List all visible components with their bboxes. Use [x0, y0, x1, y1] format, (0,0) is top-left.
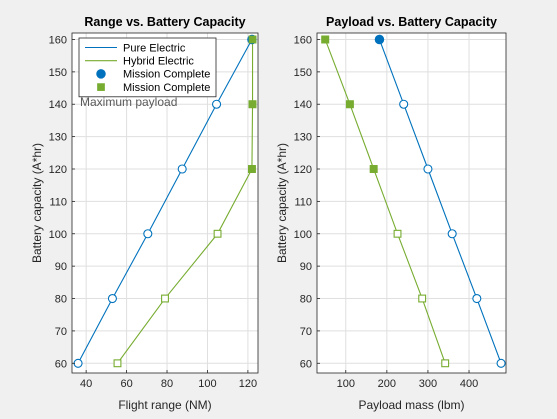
x-tick-label: 400: [460, 378, 478, 390]
range-chart: 40 60 80 100 120 60 70 80 90 100 110 120 130 140 150 16…: [30, 15, 259, 412]
y-tick-label: 80: [55, 294, 67, 306]
y-tick-label: 110: [49, 196, 67, 208]
payload-chart-x-axis-label: Payload mass (lbm): [358, 398, 464, 412]
data-point: [73, 358, 83, 368]
y-tick-label: 70: [300, 326, 312, 338]
y-tick-label: 120: [294, 164, 312, 176]
y-tick-label: 120: [49, 164, 67, 176]
y-tick-label: 90: [55, 261, 67, 273]
data-point: [423, 164, 433, 174]
series-line-1: [324, 39, 446, 364]
y-tick-label: 140: [294, 99, 312, 111]
y-tick-label: 160: [294, 34, 312, 46]
y-tick-label: 70: [55, 326, 67, 338]
range-chart-axes-box: [71, 32, 259, 374]
x-tick-label: 80: [161, 378, 173, 390]
mission-complete-marker: [321, 35, 330, 44]
data-point: [107, 293, 117, 304]
mission-complete-marker: [248, 100, 257, 109]
range-chart-y-axis-label: Battery capacity (A*hr): [30, 143, 44, 263]
series-line-0: [378, 39, 502, 364]
x-tick-label: 60: [120, 378, 132, 390]
y-tick-label: 60: [300, 358, 312, 370]
y-tick-label: 80: [300, 294, 312, 306]
range-chart-ticks: 40 60 80 100 120 60 70 80 90 100 110 120 130 140 150 16…: [49, 34, 257, 390]
legend-swatch-marker: [97, 83, 105, 91]
series-line-1: [117, 39, 254, 364]
x-tick-label: 300: [419, 378, 437, 390]
data-point: [496, 358, 506, 368]
legend-entry-label: Mission Complete: [123, 69, 210, 81]
x-tick-label: 120: [239, 378, 257, 390]
payload-chart-axes-box: [316, 32, 507, 374]
data-point: [113, 359, 122, 368]
range-chart-series: [73, 34, 257, 368]
data-point: [393, 229, 402, 238]
data-point: [161, 294, 169, 303]
data-point: [399, 99, 409, 109]
legend-entry-label: Pure Electric: [123, 42, 186, 54]
y-tick-label: 100: [294, 229, 312, 241]
legend-swatch-marker: [96, 69, 106, 79]
y-tick-label: 150: [294, 67, 312, 79]
data-point: [213, 229, 222, 238]
range-chart-title: Range vs. Battery Capacity: [84, 15, 245, 29]
mission-complete-marker: [248, 165, 256, 173]
data-point: [418, 294, 427, 303]
y-tick-label: 90: [300, 261, 312, 273]
payload-chart-axes: [317, 33, 506, 373]
mission-complete-marker: [369, 165, 378, 173]
y-tick-label: 130: [49, 132, 67, 144]
y-tick-label: 140: [49, 99, 67, 111]
legend-entry-label: Mission Complete: [123, 82, 210, 94]
payload-chart-title: Payload vs. Battery Capacity: [326, 15, 497, 29]
payload-chart-y-axis-label: Battery capacity (A*hr): [275, 143, 289, 263]
payload-chart-series: [321, 34, 506, 368]
y-tick-label: 160: [49, 34, 67, 46]
y-tick-label: 130: [294, 132, 312, 144]
payload-chart-ticks: 100 200 300 400 60 70 80 90 100 110 120 130 140 150 16…: [294, 34, 479, 390]
y-tick-label: 150: [49, 67, 67, 79]
y-tick-label: 60: [55, 358, 67, 370]
payload-chart: 100 200 300 400 60 70 80 90 100 110 120 130 140 150 16…: [275, 15, 507, 412]
x-tick-label: 100: [198, 378, 216, 390]
series-line-0: [77, 39, 253, 364]
data-point: [441, 359, 450, 368]
data-point: [143, 229, 153, 239]
mission-complete-marker: [248, 35, 257, 44]
range-chart-x-axis-label: Flight range (NM): [118, 398, 211, 412]
x-tick-label: 200: [378, 378, 396, 390]
y-tick-label: 100: [49, 229, 67, 241]
data-point: [447, 229, 457, 239]
data-point: [212, 99, 222, 109]
data-point: [472, 293, 482, 304]
mission-complete-marker: [374, 34, 385, 45]
mission-complete-marker: [346, 100, 354, 109]
legend-entry-label: Hybrid Electric: [123, 56, 194, 68]
x-tick-label: 40: [80, 378, 92, 390]
data-point: [177, 164, 187, 174]
x-tick-label: 100: [337, 378, 355, 390]
y-tick-label: 110: [294, 196, 312, 208]
maximum-payload-annotation: Maximum payload: [80, 95, 177, 109]
